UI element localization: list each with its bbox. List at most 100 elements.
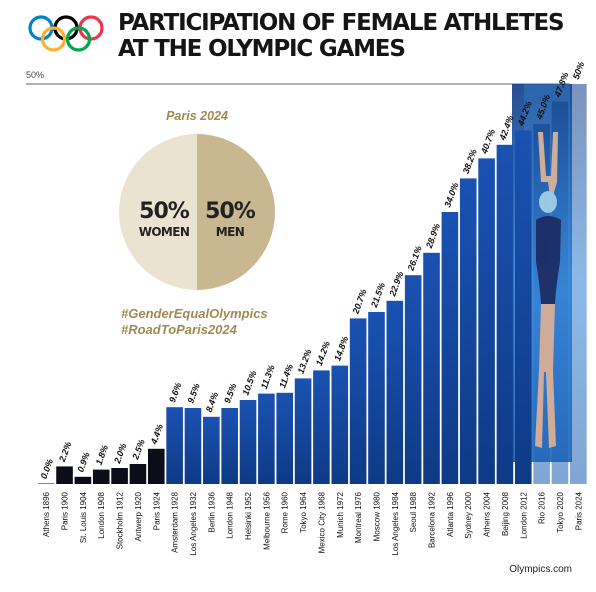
bar: [313, 370, 330, 484]
x-tick-label: Antwerp 1920: [134, 491, 143, 541]
x-tick-label: London 1908: [97, 491, 106, 538]
bar: [184, 408, 202, 484]
x-tick-label: London 2012: [519, 491, 528, 538]
bar: [276, 392, 294, 484]
bar: [203, 416, 220, 484]
x-tick-label: Barcelona 1992: [428, 491, 437, 548]
bar-value-label: 38.2%: [461, 148, 479, 175]
bar-value-label: 14.8%: [332, 335, 350, 362]
x-tick-label: Los Angeles 1984: [391, 491, 400, 555]
bar-value-label: 0.9%: [75, 451, 91, 474]
x-tick-label: Paris 1924: [152, 491, 161, 530]
bar: [294, 378, 312, 484]
women-percent: 50%: [139, 199, 190, 224]
bar: [368, 312, 385, 484]
bar-value-label: 11.4%: [277, 363, 295, 390]
x-tick-label: Stockholm 1912: [116, 491, 125, 549]
y-axis-tick-label: 50%: [26, 70, 44, 80]
x-tick-label: Los Angeles 1932: [189, 491, 198, 555]
bar-value-label: 50%: [571, 60, 587, 80]
x-tick-label: Tokyo 2020: [556, 491, 565, 532]
ring-yellow-icon: [40, 26, 67, 52]
bar-value-label: 2.5%: [130, 438, 147, 462]
women-label: WOMEN: [139, 225, 190, 239]
bar-value-label: 20.7%: [350, 288, 368, 316]
men-percent: 50%: [205, 199, 256, 224]
swimmer-figure: [535, 132, 561, 448]
x-tick-label: Athens 1896: [42, 491, 51, 536]
x-tick-label: Paris 2024: [574, 491, 583, 530]
x-tick-label: St. Louis 1904: [79, 491, 88, 543]
bar-value-label: 14.2%: [314, 340, 332, 367]
hashtag-road-to-paris: #RoadToParis2024: [121, 322, 238, 337]
x-tick-label: Rio 2016: [538, 491, 547, 524]
hashtag-gender-equal: #GenderEqualOlympics: [121, 306, 268, 321]
x-tick-label: Tokyo 1964: [299, 491, 308, 532]
bar-value-label: 28.9%: [424, 222, 442, 250]
bar-value-label: 0.0%: [39, 457, 55, 480]
olympic-rings-logo: [28, 15, 104, 52]
x-tick-label: Athens 2004: [483, 491, 492, 536]
bar-value-label: 9.5%: [222, 382, 238, 405]
bar: [386, 300, 404, 484]
bar-value-label: 10.5%: [241, 369, 259, 396]
x-tick-label: Amsterdam 1928: [171, 491, 180, 552]
bar-value-label: 11.3%: [259, 364, 277, 391]
bar: [441, 212, 459, 484]
source-credit: Olympics.com: [509, 564, 572, 575]
inset-heading: Paris 2024: [166, 109, 228, 123]
bar-value-label: 22.9%: [387, 270, 405, 298]
bars-group: [37, 84, 587, 485]
x-tick-label: Montreal 1976: [354, 491, 363, 543]
bar: [496, 144, 514, 485]
x-tick-label: Seoul 1988: [409, 491, 418, 532]
bar: [404, 275, 422, 484]
bar-value-label: 26.1%: [405, 244, 423, 272]
title-line-2: AT THE OLYMPIC GAMES: [118, 36, 406, 62]
ring-green-icon: [65, 26, 92, 52]
x-tick-labels-group: Athens 1896 Paris 1900 St. Louis 1904 Londo…: [42, 491, 583, 555]
bar: [166, 407, 183, 484]
x-tick-label: Helsinki 1952: [244, 491, 253, 540]
gender-pie-chart: [119, 134, 275, 290]
bar-value-label: 9.5%: [185, 382, 201, 405]
bar-value-label: 40.7%: [479, 128, 497, 156]
x-tick-label: Paris 1900: [61, 491, 70, 530]
x-tick-label: Moscow 1980: [372, 491, 381, 541]
bar-value-label: 9.6%: [167, 381, 183, 404]
x-tick-label: Atlanta 1996: [446, 491, 455, 536]
bar: [570, 84, 587, 484]
bar: [147, 448, 165, 484]
bar: [37, 483, 55, 484]
bar-value-label: 2.0%: [112, 442, 129, 466]
x-tick-label: Rome 1960: [281, 491, 290, 533]
x-tick-label: Beijing 2008: [501, 491, 510, 536]
bar: [56, 466, 73, 484]
bar-value-label: 4.4%: [148, 423, 165, 447]
bar: [221, 408, 238, 484]
x-tick-label: London 1948: [226, 491, 235, 538]
bar: [478, 158, 495, 484]
x-tick-label: Melbourne 1956: [262, 491, 271, 549]
bar: [423, 252, 440, 484]
pie-slice-men: [197, 134, 275, 290]
x-tick-label: Mexico City 1968: [317, 491, 326, 553]
bar: [331, 365, 349, 484]
bar-value-label: 1.8%: [94, 444, 110, 467]
bar: [129, 464, 147, 484]
bar-value-label: 34.0%: [442, 181, 460, 208]
bar: [111, 468, 128, 484]
bar: [92, 469, 110, 484]
x-tick-label: Sydney 2000: [464, 491, 473, 538]
x-tick-label: Berlin 1936: [207, 491, 216, 532]
bar: [459, 178, 477, 484]
bar-value-label: 8.4%: [204, 391, 220, 414]
bar: [74, 476, 92, 484]
bar: [514, 130, 532, 484]
x-tick-label: Munich 1972: [336, 491, 345, 537]
bar-value-label: 2.2%: [57, 440, 74, 464]
bar: [258, 393, 275, 484]
pie-slice-women: [119, 134, 197, 290]
bar: [349, 318, 367, 484]
